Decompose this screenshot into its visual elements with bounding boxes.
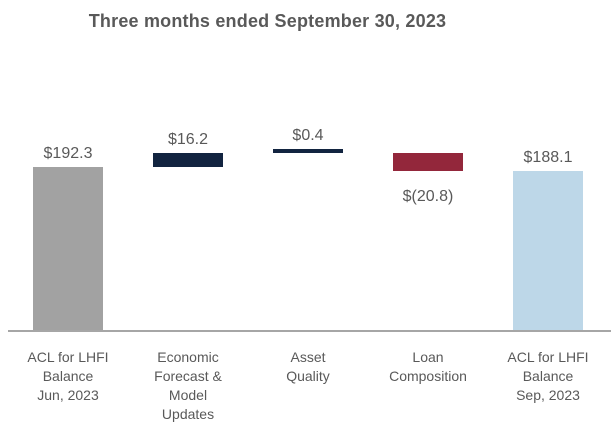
category-label-loan-composition: Loan Composition bbox=[368, 348, 488, 386]
category-label-line: Composition bbox=[389, 368, 467, 384]
category-label-line: Quality bbox=[286, 368, 330, 384]
category-label-line: Updates bbox=[161, 406, 215, 422]
value-label-acl-for-lhfi-balance-jun-2023: $192.3 bbox=[43, 145, 93, 162]
category-label-line: Balance bbox=[42, 368, 94, 384]
category-label-asset-quality: Asset Quality bbox=[248, 348, 368, 386]
category-label-line: Sep, 2023 bbox=[516, 387, 580, 403]
value-label-asset-quality: $0.4 bbox=[292, 127, 324, 145]
value-label-economic-forecast-model-updates: $16.2 bbox=[167, 131, 209, 149]
bar-acl-for-lhfi-balance-jun-2023 bbox=[33, 167, 103, 331]
bar-asset-quality bbox=[273, 149, 343, 154]
category-label-line: Jun, 2023 bbox=[37, 387, 99, 403]
bar-loan-composition bbox=[393, 152, 463, 171]
category-label-line: Balance bbox=[522, 368, 574, 384]
x-axis-line bbox=[8, 330, 611, 332]
value-label-acl-for-lhfi-balance-sep-2023: $188.1 bbox=[523, 148, 573, 166]
category-label-acl-for-lhfi-balance-jun-2023: ACL for LHFI Balance Jun, 2023 bbox=[8, 348, 128, 405]
category-label-economic-forecast-model-updates: Economic Forecast & Model Updates bbox=[128, 348, 248, 424]
category-label-line: ACL for LHFI bbox=[27, 349, 109, 365]
value-label-loan-composition: $(20.8) bbox=[402, 187, 454, 205]
category-label-line: Asset bbox=[290, 349, 326, 365]
category-label-line: Loan bbox=[412, 349, 444, 365]
bar-economic-forecast-model-updates bbox=[153, 153, 223, 167]
category-label-line: Forecast & bbox=[154, 368, 222, 384]
category-label-line: Economic bbox=[157, 349, 219, 365]
category-label-acl-for-lhfi-balance-sep-2023: ACL for LHFI Balance Sep, 2023 bbox=[488, 348, 608, 405]
category-label-line: Model bbox=[168, 387, 208, 403]
category-label-line: ACL for LHFI bbox=[507, 349, 589, 365]
chart-title: Three months ended September 30, 2023 bbox=[88, 11, 447, 31]
bar-acl-for-lhfi-balance-sep-2023 bbox=[513, 170, 583, 331]
